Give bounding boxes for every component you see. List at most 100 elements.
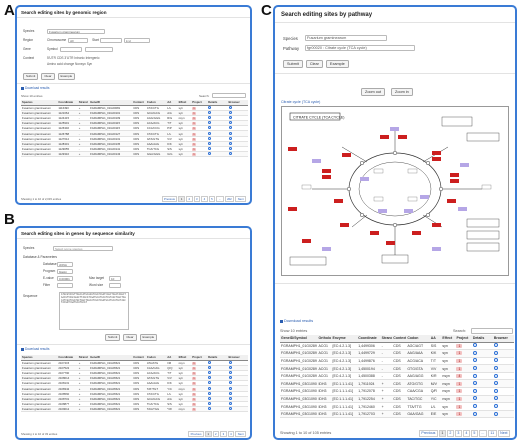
column-header[interactable]: Browser (492, 335, 514, 343)
details-icon[interactable] (472, 388, 477, 393)
column-header[interactable]: Strand (77, 355, 90, 361)
project-badge[interactable]: 1 (192, 403, 196, 407)
page-link[interactable]: Previous (161, 196, 178, 202)
page-link[interactable]: 4 (201, 196, 208, 202)
page-link[interactable]: ... (216, 196, 224, 202)
column-header[interactable]: Context (132, 355, 146, 361)
column-header[interactable]: Strand (77, 100, 90, 106)
browser-icon[interactable] (228, 115, 232, 119)
details-icon[interactable] (472, 373, 477, 378)
browser-icon[interactable] (493, 358, 498, 363)
clear-button[interactable]: Clear (305, 60, 323, 68)
details-icon[interactable] (208, 105, 212, 109)
project-badge[interactable]: 1 (192, 397, 196, 401)
column-header[interactable]: AA (166, 100, 178, 106)
pathway-map[interactable]: CITRATE CYCLE (TCA CYCLE) (281, 106, 509, 276)
browser-icon[interactable] (493, 404, 498, 409)
column-header[interactable]: Details (207, 100, 228, 106)
details-icon[interactable] (208, 136, 212, 140)
species-select[interactable]: Fusarium graminearum (47, 29, 105, 34)
column-header[interactable]: Browser (227, 100, 248, 106)
details-icon[interactable] (208, 381, 212, 385)
project-badge[interactable]: 1 (456, 351, 463, 356)
page-link[interactable]: 4 (227, 431, 235, 437)
page-link[interactable]: 2 (212, 431, 220, 437)
details-icon[interactable] (208, 360, 212, 364)
details-icon[interactable] (472, 396, 477, 401)
browser-icon[interactable] (228, 152, 232, 156)
column-header[interactable]: Coordinate (57, 100, 78, 106)
word-size-select[interactable] (109, 283, 121, 288)
browser-icon[interactable] (228, 147, 232, 151)
page-link[interactable]: 3 (220, 431, 227, 437)
column-header[interactable]: Codon (406, 335, 430, 343)
clear-button[interactable]: Clear (123, 334, 137, 341)
browser-icon[interactable] (228, 136, 232, 140)
project-badge[interactable]: 1 (456, 381, 463, 386)
sequence-textarea[interactable]: ATGCGTACGTTAGCCATGCAAGTCGATCGATCGGCTAGCT… (59, 292, 129, 330)
gene-id-input[interactable] (84, 47, 113, 52)
browser-icon[interactable] (228, 365, 232, 369)
browser-icon[interactable] (228, 105, 232, 109)
column-header[interactable]: Details (471, 335, 493, 343)
project-badge[interactable]: 1 (456, 343, 463, 348)
details-icon[interactable] (208, 370, 212, 374)
species-select[interactable]: Fusarium graminearum (305, 35, 387, 41)
details-icon[interactable] (208, 402, 212, 406)
column-header[interactable]: Codon (145, 355, 167, 361)
details-icon[interactable] (208, 365, 212, 369)
browser-icon[interactable] (228, 141, 232, 145)
details-icon[interactable] (208, 376, 212, 380)
project-badge[interactable]: 1 (192, 361, 196, 365)
column-header[interactable]: GeneID (89, 100, 133, 106)
example-button[interactable]: Example (325, 60, 349, 68)
table-search-input[interactable] (212, 93, 246, 98)
project-badge[interactable]: 1 (192, 382, 196, 386)
column-header[interactable]: Project (455, 335, 472, 343)
browser-icon[interactable] (228, 360, 232, 364)
column-header[interactable]: AA (429, 335, 442, 343)
details-icon[interactable] (472, 404, 477, 409)
zoom-in-button[interactable]: Zoom in (391, 88, 413, 96)
details-icon[interactable] (208, 391, 212, 395)
browser-icon[interactable] (228, 126, 232, 130)
column-header[interactable]: Species (21, 100, 58, 106)
column-header[interactable]: Effect (441, 335, 456, 343)
zoom-out-button[interactable]: Zoom out (361, 88, 386, 96)
project-badge[interactable]: 1 (192, 387, 196, 391)
column-header[interactable]: Project (191, 355, 208, 361)
project-badge[interactable]: 1 (192, 366, 196, 370)
column-header[interactable]: Strand (380, 335, 393, 343)
column-header[interactable]: Enzyme (331, 335, 358, 343)
browser-icon[interactable] (228, 402, 232, 406)
project-badge[interactable]: 1 (456, 396, 463, 401)
column-header[interactable]: Coordinate (57, 355, 78, 361)
browser-icon[interactable] (493, 411, 498, 416)
project-badge[interactable]: 1 (192, 392, 196, 396)
project-badge[interactable]: 1 (192, 116, 196, 120)
submit-button[interactable]: Submit (283, 60, 303, 68)
project-badge[interactable]: 1 (192, 122, 196, 126)
project-badge[interactable]: 1 (456, 412, 463, 417)
browser-icon[interactable] (493, 388, 498, 393)
project-badge[interactable]: 1 (192, 377, 196, 381)
project-badge[interactable]: 1 (192, 106, 196, 110)
project-badge[interactable]: 1 (192, 371, 196, 375)
details-icon[interactable] (208, 386, 212, 390)
show-entries-select[interactable]: Show 10 entries (280, 329, 308, 333)
column-header[interactable]: Details (207, 355, 228, 361)
details-icon[interactable] (472, 358, 477, 363)
project-badge[interactable]: 1 (192, 148, 196, 152)
column-header[interactable]: Effect (177, 355, 192, 361)
browser-icon[interactable] (228, 407, 232, 411)
end-input[interactable]: End (123, 38, 150, 43)
page-link[interactable]: 4 (462, 430, 470, 437)
project-badge[interactable]: 1 (192, 408, 196, 412)
symbol-input[interactable] (59, 47, 82, 52)
max-target-input[interactable]: 10 (109, 276, 121, 281)
page-link[interactable]: 3 (193, 196, 201, 202)
page-link[interactable]: 5 (470, 430, 478, 437)
page-link[interactable]: 3 (454, 430, 462, 437)
browser-icon[interactable] (493, 343, 498, 348)
browser-icon[interactable] (228, 370, 232, 374)
